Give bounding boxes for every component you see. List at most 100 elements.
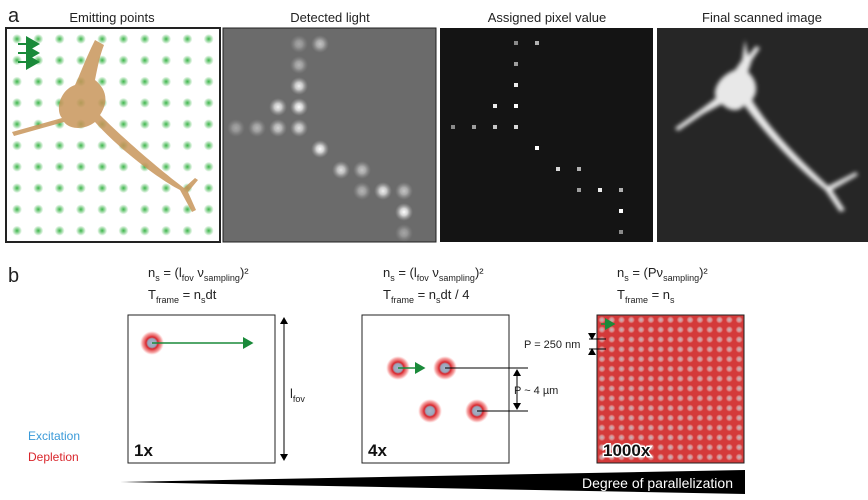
- emitter: [161, 98, 171, 108]
- emitter: [12, 162, 22, 172]
- panel-title: Final scanned image: [702, 10, 822, 25]
- emitter: [33, 55, 43, 65]
- pixel: [556, 167, 560, 171]
- detected-spot: [290, 119, 308, 137]
- emitter: [12, 119, 22, 129]
- factor-label: 4x: [368, 441, 387, 460]
- emitter: [33, 34, 43, 44]
- subscript: fov: [293, 394, 306, 404]
- emitter: [55, 55, 65, 65]
- emitter: [55, 34, 65, 44]
- emitter: [33, 183, 43, 193]
- detected-spot: [353, 161, 371, 179]
- formula: ns = (lfov νsampling)²: [383, 265, 484, 283]
- pixel: [514, 104, 518, 108]
- detected-spot: [269, 98, 287, 116]
- pixel: [514, 83, 518, 87]
- emitter: [161, 119, 171, 129]
- pixel: [577, 188, 581, 192]
- subscript: fov: [417, 273, 430, 283]
- emitter: [140, 204, 150, 214]
- formula-part: = (l: [160, 265, 182, 280]
- emitter: [119, 77, 129, 87]
- pixel: [535, 41, 539, 45]
- detected-spot: [395, 182, 413, 200]
- emitter: [97, 141, 107, 151]
- subscript: sampling: [439, 273, 475, 283]
- emitter: [76, 162, 86, 172]
- emitter: [204, 141, 214, 151]
- emitter: [55, 204, 65, 214]
- emitter: [204, 204, 214, 214]
- emitter: [161, 204, 171, 214]
- emitter: [76, 183, 86, 193]
- emitter: [76, 34, 86, 44]
- psf-spot: [418, 399, 442, 423]
- pixel: [619, 230, 623, 234]
- emitter: [182, 141, 192, 151]
- formula-part: = (Pν: [629, 265, 663, 280]
- detected-spot: [269, 119, 287, 137]
- emitter: [33, 77, 43, 87]
- factor-label: 1x: [134, 441, 153, 460]
- emitter: [161, 162, 171, 172]
- formula-part: dt / 4: [441, 287, 470, 302]
- emitter: [182, 162, 192, 172]
- emitter: [119, 98, 129, 108]
- detected-spot: [395, 224, 413, 242]
- emitter: [12, 141, 22, 151]
- emitter: [204, 162, 214, 172]
- emitter: [182, 77, 192, 87]
- emitter: [140, 77, 150, 87]
- emitter: [182, 98, 192, 108]
- axis-label: Degree of parallelization: [582, 475, 733, 491]
- pixel: [514, 125, 518, 129]
- formula-part: ν: [194, 265, 204, 280]
- formula-part: T: [617, 287, 625, 302]
- panel-label: a: [8, 5, 20, 27]
- emitter: [140, 34, 150, 44]
- emitter: [140, 226, 150, 236]
- pixel: [493, 125, 497, 129]
- panel-title: Assigned pixel value: [488, 10, 607, 25]
- subscript: frame: [625, 295, 648, 305]
- detected-spot: [248, 119, 266, 137]
- emitter: [97, 204, 107, 214]
- formula-part: = (l: [395, 265, 417, 280]
- emitter: [55, 162, 65, 172]
- formula-part: )²: [475, 265, 484, 280]
- pixel: [451, 125, 455, 129]
- emitter: [55, 226, 65, 236]
- emitter: [182, 55, 192, 65]
- legend-excitation: Excitation: [28, 429, 80, 443]
- detected-spot: [395, 203, 413, 221]
- emitter: [55, 141, 65, 151]
- emitter: [140, 141, 150, 151]
- emitter: [12, 226, 22, 236]
- emitter: [182, 34, 192, 44]
- formula-part: n: [383, 265, 390, 280]
- period-label: P ~ 4 µm: [514, 385, 558, 397]
- emitter: [161, 141, 171, 151]
- emitter: [12, 98, 22, 108]
- emitter: [33, 98, 43, 108]
- emitter: [119, 162, 129, 172]
- emitter: [161, 34, 171, 44]
- pixel: [598, 188, 602, 192]
- detected-spot: [227, 119, 245, 137]
- emitter: [140, 98, 150, 108]
- panel-b: b P ~ 4 µm P = 250 nm lfov Excitation De…: [8, 265, 745, 494]
- detected-spot: [353, 182, 371, 200]
- emitter: [97, 162, 107, 172]
- detected-spot: [374, 182, 392, 200]
- emitter: [55, 77, 65, 87]
- formula: ns = (lfov νsampling)²: [148, 265, 249, 283]
- pixel: [514, 41, 518, 45]
- emitter: [119, 119, 129, 129]
- emitter: [119, 226, 129, 236]
- emitter: [33, 162, 43, 172]
- formula-part: n: [148, 265, 155, 280]
- factor-label: 1000x: [603, 441, 651, 460]
- emitter: [12, 55, 22, 65]
- emitter: [12, 183, 22, 193]
